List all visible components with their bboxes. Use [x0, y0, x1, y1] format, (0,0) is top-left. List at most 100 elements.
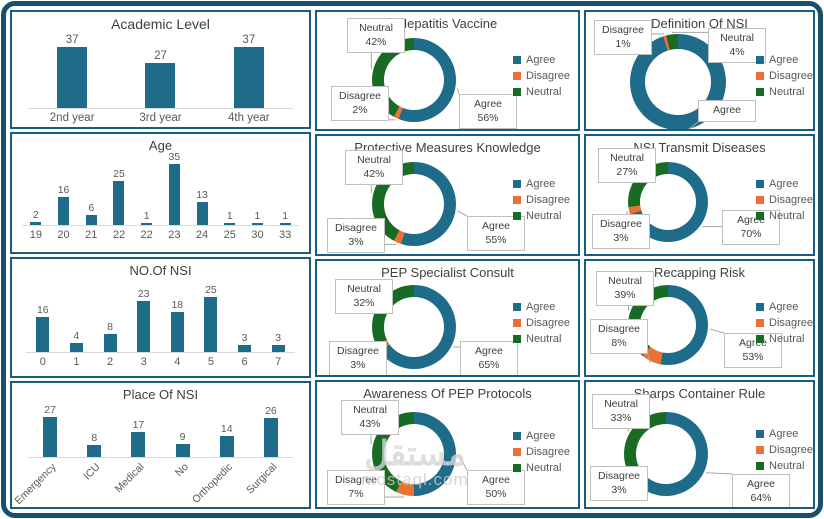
x-axis-label: 0	[39, 356, 46, 368]
bar[interactable]	[271, 345, 285, 352]
bar-value-label: 18	[171, 299, 184, 312]
bar[interactable]	[204, 297, 218, 352]
legend-item-disagree: Disagree	[756, 70, 813, 82]
bar[interactable]	[263, 418, 278, 457]
bar[interactable]	[168, 163, 180, 225]
bar-group: 18	[161, 299, 195, 352]
bar-value-label: 27	[154, 50, 167, 63]
chart-panel-academic-level[interactable]: Academic Level 37 27 37 2nd y	[10, 10, 311, 129]
bar[interactable]	[69, 343, 83, 352]
bar[interactable]	[145, 63, 176, 108]
bar[interactable]	[251, 223, 263, 225]
bar[interactable]	[58, 197, 70, 225]
bar-value-label: 8	[107, 321, 113, 334]
legend-item-disagree: Disagree	[756, 444, 813, 456]
x-axis-label: 20	[57, 229, 70, 241]
chart-panel-awareness-of-pep[interactable]: Awareness Of PEP Protocols Neutral 43% D…	[315, 380, 580, 509]
chart-panel-no-of-nsi[interactable]: NO.Of NSI 16 4 8 23	[10, 257, 311, 378]
x-axis-label: 33	[279, 229, 292, 241]
callout-value: 2%	[352, 103, 368, 116]
bar-value-label: 4	[73, 330, 80, 343]
chart-title: Definition Of NSI	[651, 16, 748, 31]
callout-agree: Agree 53%	[724, 333, 782, 369]
callout-value: 64%	[750, 491, 772, 504]
bar[interactable]	[196, 202, 208, 225]
legend-label: Disagree	[526, 194, 571, 206]
callout-disagree: Disagree 3%	[590, 466, 648, 502]
chart-panel-place-of-nsi[interactable]: Place Of NSI 27 8 17 9	[10, 381, 311, 509]
callout-label: Agree	[474, 345, 504, 357]
chart-panel-pep-specialist-consult[interactable]: PEP Specialist Consult Neutral 32% Disag…	[315, 259, 580, 377]
x-axis-label: 24	[195, 229, 209, 241]
bar[interactable]	[233, 46, 264, 108]
bar[interactable]	[113, 181, 125, 225]
bar[interactable]	[57, 46, 88, 108]
legend-item-agree: Agree	[756, 428, 813, 440]
legend-item-agree: Agree	[513, 54, 570, 66]
chart-title: PEP Specialist Consult	[381, 265, 514, 280]
bar-group: 14	[205, 423, 249, 457]
bar-group: 25	[194, 284, 228, 352]
bar[interactable]	[87, 445, 102, 457]
chart-panel-definition-of-nsi[interactable]: Definition Of NSI Disagree 1% Neutral 4%…	[584, 10, 815, 131]
bar[interactable]	[137, 301, 151, 352]
bar[interactable]	[238, 345, 252, 352]
bar-value-label: 26	[265, 405, 277, 417]
chart-panel-hepatitis-vaccine[interactable]: Hepatitis Vaccine Neutral 42% Disagree 2…	[315, 10, 580, 131]
x-axis-tick: Medical	[113, 458, 160, 507]
bar[interactable]	[279, 223, 291, 225]
chart-title: Hepatitis Vaccine	[397, 16, 498, 31]
legend-item-neutral: Neutral	[756, 210, 813, 222]
callout-value: 3%	[613, 231, 629, 244]
callout-agree: Agree	[698, 100, 756, 122]
bar[interactable]	[85, 214, 97, 225]
bar-value-label: 3	[275, 332, 282, 345]
legend-marker-disagree	[756, 196, 764, 204]
legend-item-agree: Agree	[513, 430, 570, 442]
chart-title: Awareness Of PEP Protocols	[363, 386, 532, 401]
bar-group: 25	[105, 168, 133, 225]
legend-label: Neutral	[526, 462, 562, 474]
callout-label: Agree	[481, 474, 511, 486]
bar-value-label: 2	[32, 208, 39, 221]
callout-neutral: Neutral 33%	[592, 394, 650, 430]
chart-panel-sharps-container-rule[interactable]: Sharps Container Rule Neutral 33% Disagr…	[584, 380, 815, 509]
bar[interactable]	[43, 416, 58, 457]
bar-value-label: 27	[44, 403, 56, 416]
legend-label: Agree	[769, 178, 799, 190]
chart-panel-age[interactable]: Age 2 16 6 25	[10, 132, 311, 254]
x-axis-label: 22	[140, 229, 153, 241]
chart-legend: Agree Disagree Neutral	[513, 50, 570, 102]
chart-title: Sharps Container Rule	[633, 386, 766, 401]
callout-value: 70%	[740, 227, 762, 240]
chart-panel-recapping-risk[interactable]: Recapping Risk Neutral 39% Disagree 8% A…	[584, 259, 815, 377]
bar[interactable]	[30, 221, 42, 225]
donut-ring[interactable]	[372, 162, 456, 246]
bar-group: 4	[60, 330, 94, 352]
chart-legend: Agree Disagree Neutral	[513, 426, 570, 478]
x-axis-label: 3	[140, 356, 147, 368]
chart-panel-protective-measures[interactable]: Protective Measures Knowledge Neutral 42…	[315, 134, 580, 256]
bar[interactable]	[103, 334, 117, 352]
bar[interactable]	[131, 431, 146, 457]
bar[interactable]	[224, 223, 236, 225]
callout-disagree: Disagree 8%	[590, 319, 648, 355]
legend-item-disagree: Disagree	[756, 194, 813, 206]
callout-value: 3%	[611, 483, 627, 496]
x-axis-label: 1	[73, 356, 80, 368]
callout-value: 42%	[363, 167, 385, 180]
legend-item-agree: Agree	[756, 301, 813, 313]
bar[interactable]	[36, 316, 50, 352]
callout-value: 4%	[729, 45, 745, 58]
callout-disagree: Disagree 7%	[327, 470, 385, 506]
bar-group: 6	[77, 202, 105, 225]
legend-item-disagree: Disagree	[513, 446, 570, 458]
legend-label: Agree	[769, 301, 799, 313]
bar[interactable]	[219, 436, 234, 457]
bar[interactable]	[141, 223, 153, 225]
callout-value: 8%	[611, 336, 627, 349]
bar[interactable]	[170, 312, 184, 352]
bar[interactable]	[175, 443, 190, 457]
callout-neutral: Neutral 42%	[345, 150, 403, 186]
chart-panel-nsi-transmit-diseases[interactable]: NSI Transmit Diseases Neutral 27% Disagr…	[584, 134, 815, 256]
